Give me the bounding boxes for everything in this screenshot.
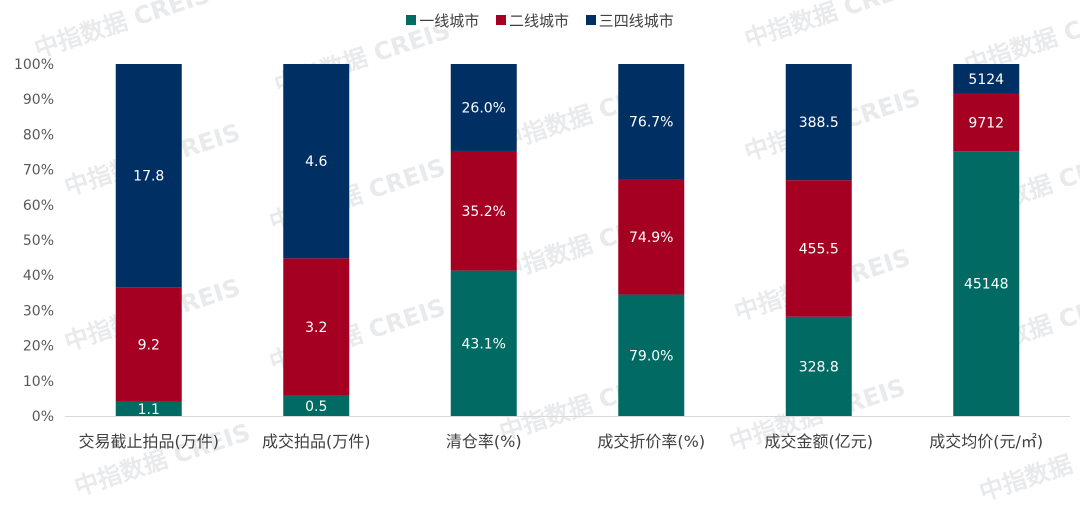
- x-tick-label: 成交拍品(万件): [262, 432, 371, 451]
- data-label: 9712: [968, 116, 1004, 132]
- data-label: 4.6: [305, 154, 327, 170]
- data-label: 43.1%: [462, 336, 506, 352]
- data-label: 455.5: [799, 241, 839, 257]
- legend-swatch-tier34: [585, 15, 596, 25]
- stacked-bar-chart: 0% 10% 20% 30% 40% 50% 60% 70% 80% 90% 100% 1.1 9.2 1…: [14, 57, 1070, 451]
- y-tick-label: 0%: [32, 409, 54, 425]
- bar-segment: [283, 395, 350, 416]
- bar-segment: [953, 151, 1020, 416]
- bar-segment: [115, 287, 182, 402]
- bar-segment: [953, 93, 1020, 152]
- data-label: 45148: [964, 277, 1009, 293]
- bar-segment: [618, 64, 685, 180]
- y-tick-label: 20%: [23, 339, 54, 355]
- x-tick-label: 成交折价率(%): [597, 432, 705, 451]
- bar-segment: [283, 258, 350, 396]
- bar-segment: [450, 270, 517, 416]
- y-tick-label: 100%: [14, 57, 54, 73]
- legend-label-tier2: 二线城市: [508, 12, 569, 30]
- data-label: 76.7%: [629, 115, 673, 131]
- y-tick-label: 30%: [23, 303, 54, 319]
- x-tick-label: 交易截止拍品(万件): [79, 432, 220, 451]
- legend-item-tier1: 一线城市: [406, 10, 479, 31]
- bar-segment: [785, 180, 852, 317]
- y-tick-label: 50%: [23, 233, 54, 249]
- bar-segment: [618, 294, 685, 416]
- y-tick-label: 40%: [23, 268, 54, 284]
- legend-label-tier34: 三四线城市: [598, 12, 674, 30]
- data-label: 35.2%: [462, 204, 506, 220]
- bar-segment: [115, 401, 182, 416]
- data-label: 1.1: [138, 402, 160, 418]
- x-tick-label: 成交金额(亿元): [765, 432, 874, 451]
- legend-swatch-tier1: [406, 15, 417, 25]
- y-tick-label: 90%: [23, 92, 54, 108]
- data-label: 17.8: [133, 169, 164, 185]
- data-label: 0.5: [305, 399, 327, 415]
- data-label: 328.8: [799, 359, 839, 375]
- data-label: 74.9%: [629, 230, 673, 246]
- bar-segment: [115, 64, 182, 288]
- y-tick-label: 10%: [23, 374, 54, 390]
- legend-label-tier1: 一线城市: [419, 12, 480, 30]
- data-label: 388.5: [799, 115, 839, 131]
- chart-legend: 一线城市 二线城市 三四线城市: [0, 10, 1080, 31]
- data-label: 3.2: [305, 320, 327, 336]
- data-label: 79.0%: [629, 348, 673, 364]
- y-tick-label: 70%: [23, 163, 54, 179]
- y-tick-label: 60%: [23, 198, 54, 214]
- bar-segment: [618, 179, 685, 295]
- x-tick-label: 清仓率(%): [446, 432, 522, 451]
- y-tick-label: 80%: [23, 127, 54, 143]
- data-label: 9.2: [138, 337, 160, 353]
- data-label: 5124: [968, 72, 1004, 88]
- bar-segment: [450, 64, 517, 151]
- legend-item-tier34: 三四线城市: [585, 10, 674, 31]
- bar-segment: [785, 316, 852, 416]
- bar-segment: [450, 150, 517, 271]
- x-tick-label: 成交均价(元/㎡): [929, 432, 1043, 451]
- bar-segment: [785, 64, 852, 181]
- bar-segment: [283, 64, 350, 259]
- data-label: 26.0%: [462, 100, 506, 116]
- legend-item-tier2: 二线城市: [495, 10, 569, 31]
- bar-segment: [953, 64, 1020, 94]
- legend-swatch-tier2: [495, 15, 506, 25]
